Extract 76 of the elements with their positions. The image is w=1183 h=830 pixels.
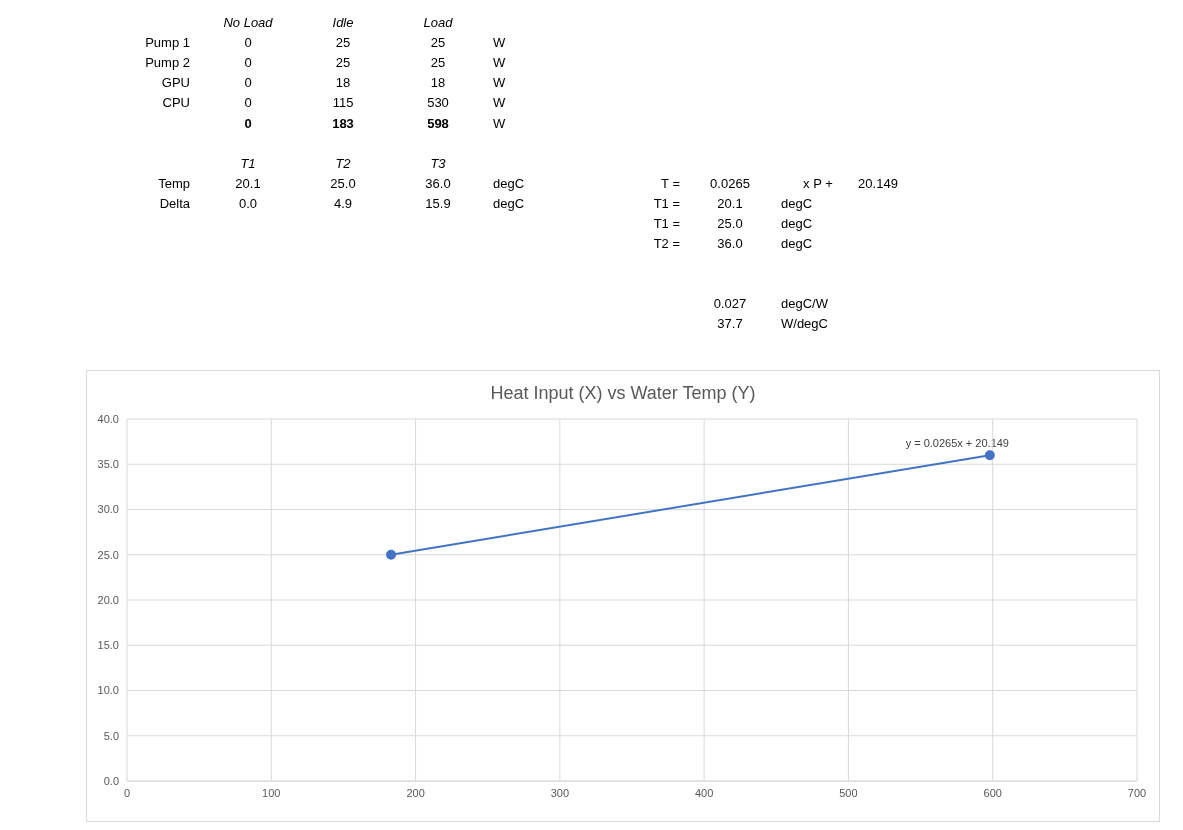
text: 0: [244, 34, 252, 50]
text: 18: [430, 74, 446, 90]
text: W: [493, 54, 506, 70]
text: 20.1: [717, 195, 743, 211]
text: W/degC: [781, 315, 828, 331]
text: 25: [430, 34, 446, 50]
x-tick-label: 200: [406, 786, 425, 799]
y-tick-label: 10.0: [97, 684, 119, 697]
text: W: [493, 34, 506, 50]
y-tick-label: 30.0: [97, 503, 119, 516]
text: 183: [332, 115, 354, 131]
text: 25.0: [717, 215, 743, 231]
text: 25: [430, 54, 446, 70]
text: 598: [427, 115, 449, 131]
text: 25: [335, 54, 351, 70]
text: degC/W: [781, 295, 828, 311]
text: degC: [781, 195, 813, 211]
y-tick-label: 40.0: [97, 412, 119, 425]
y-tick-label: 25.0: [97, 548, 119, 561]
text: 115: [332, 94, 354, 110]
text: 18: [335, 74, 351, 90]
text: Temp: [158, 175, 190, 191]
x-tick-label: 500: [839, 786, 858, 799]
text: CPU: [162, 94, 190, 110]
y-tick-label: 0.0: [103, 774, 119, 787]
text: 0.0265: [710, 175, 750, 191]
text: degC: [781, 235, 813, 251]
text: W: [493, 94, 506, 110]
x-tick-label: 0: [123, 786, 131, 799]
y-tick-label: 5.0: [103, 729, 119, 742]
y-tick-label: 15.0: [97, 639, 119, 652]
text: 25.0: [330, 175, 356, 191]
text: Delta: [159, 195, 190, 211]
y-tick-label: 20.0: [97, 593, 119, 606]
text: T3: [430, 155, 446, 171]
text: Load: [423, 14, 453, 30]
x-tick-label: 700: [1127, 786, 1147, 799]
annotation: y = 0.0265x + 20.149: [905, 437, 1009, 449]
text: Pump 2: [145, 54, 190, 70]
text: 0: [244, 94, 252, 110]
x-tick-label: 600: [983, 786, 1002, 799]
text: T2: [335, 155, 351, 171]
text: W: [493, 115, 506, 131]
text: x P +: [803, 175, 833, 191]
text: 0.027: [713, 295, 747, 311]
text: 20.149: [858, 175, 898, 191]
text: T =: [661, 175, 680, 191]
text: T1 =: [653, 195, 680, 211]
text: W: [493, 74, 506, 90]
text: No Load: [223, 14, 273, 30]
text: Idle: [332, 14, 354, 30]
x-tick-label: 400: [694, 786, 714, 799]
text: 0: [244, 74, 252, 90]
text: GPU: [161, 74, 190, 90]
x-tick-label: 100: [262, 786, 281, 799]
chart-title: Heat Input (X) vs Water Temp (Y): [489, 383, 757, 404]
text: Pump 1: [145, 34, 190, 50]
text: degC: [493, 175, 525, 191]
text: 0: [244, 54, 252, 70]
text: 25: [335, 34, 351, 50]
text: 36.0: [425, 175, 451, 191]
text: 37.7: [717, 315, 743, 331]
y-tick-label: 35.0: [97, 458, 119, 471]
text: 0: [244, 115, 252, 131]
text: T1: [240, 155, 256, 171]
x-tick-label: 300: [550, 786, 570, 799]
text: degC: [493, 195, 525, 211]
text: T1 =: [653, 215, 680, 231]
text: 0.0: [238, 195, 258, 211]
text: 36.0: [717, 235, 743, 251]
text: 4.9: [333, 195, 353, 211]
text: T2 =: [653, 235, 680, 251]
text: 20.1: [235, 175, 261, 191]
text: 15.9: [425, 195, 451, 211]
text: degC: [781, 215, 813, 231]
text: 530: [427, 94, 449, 110]
